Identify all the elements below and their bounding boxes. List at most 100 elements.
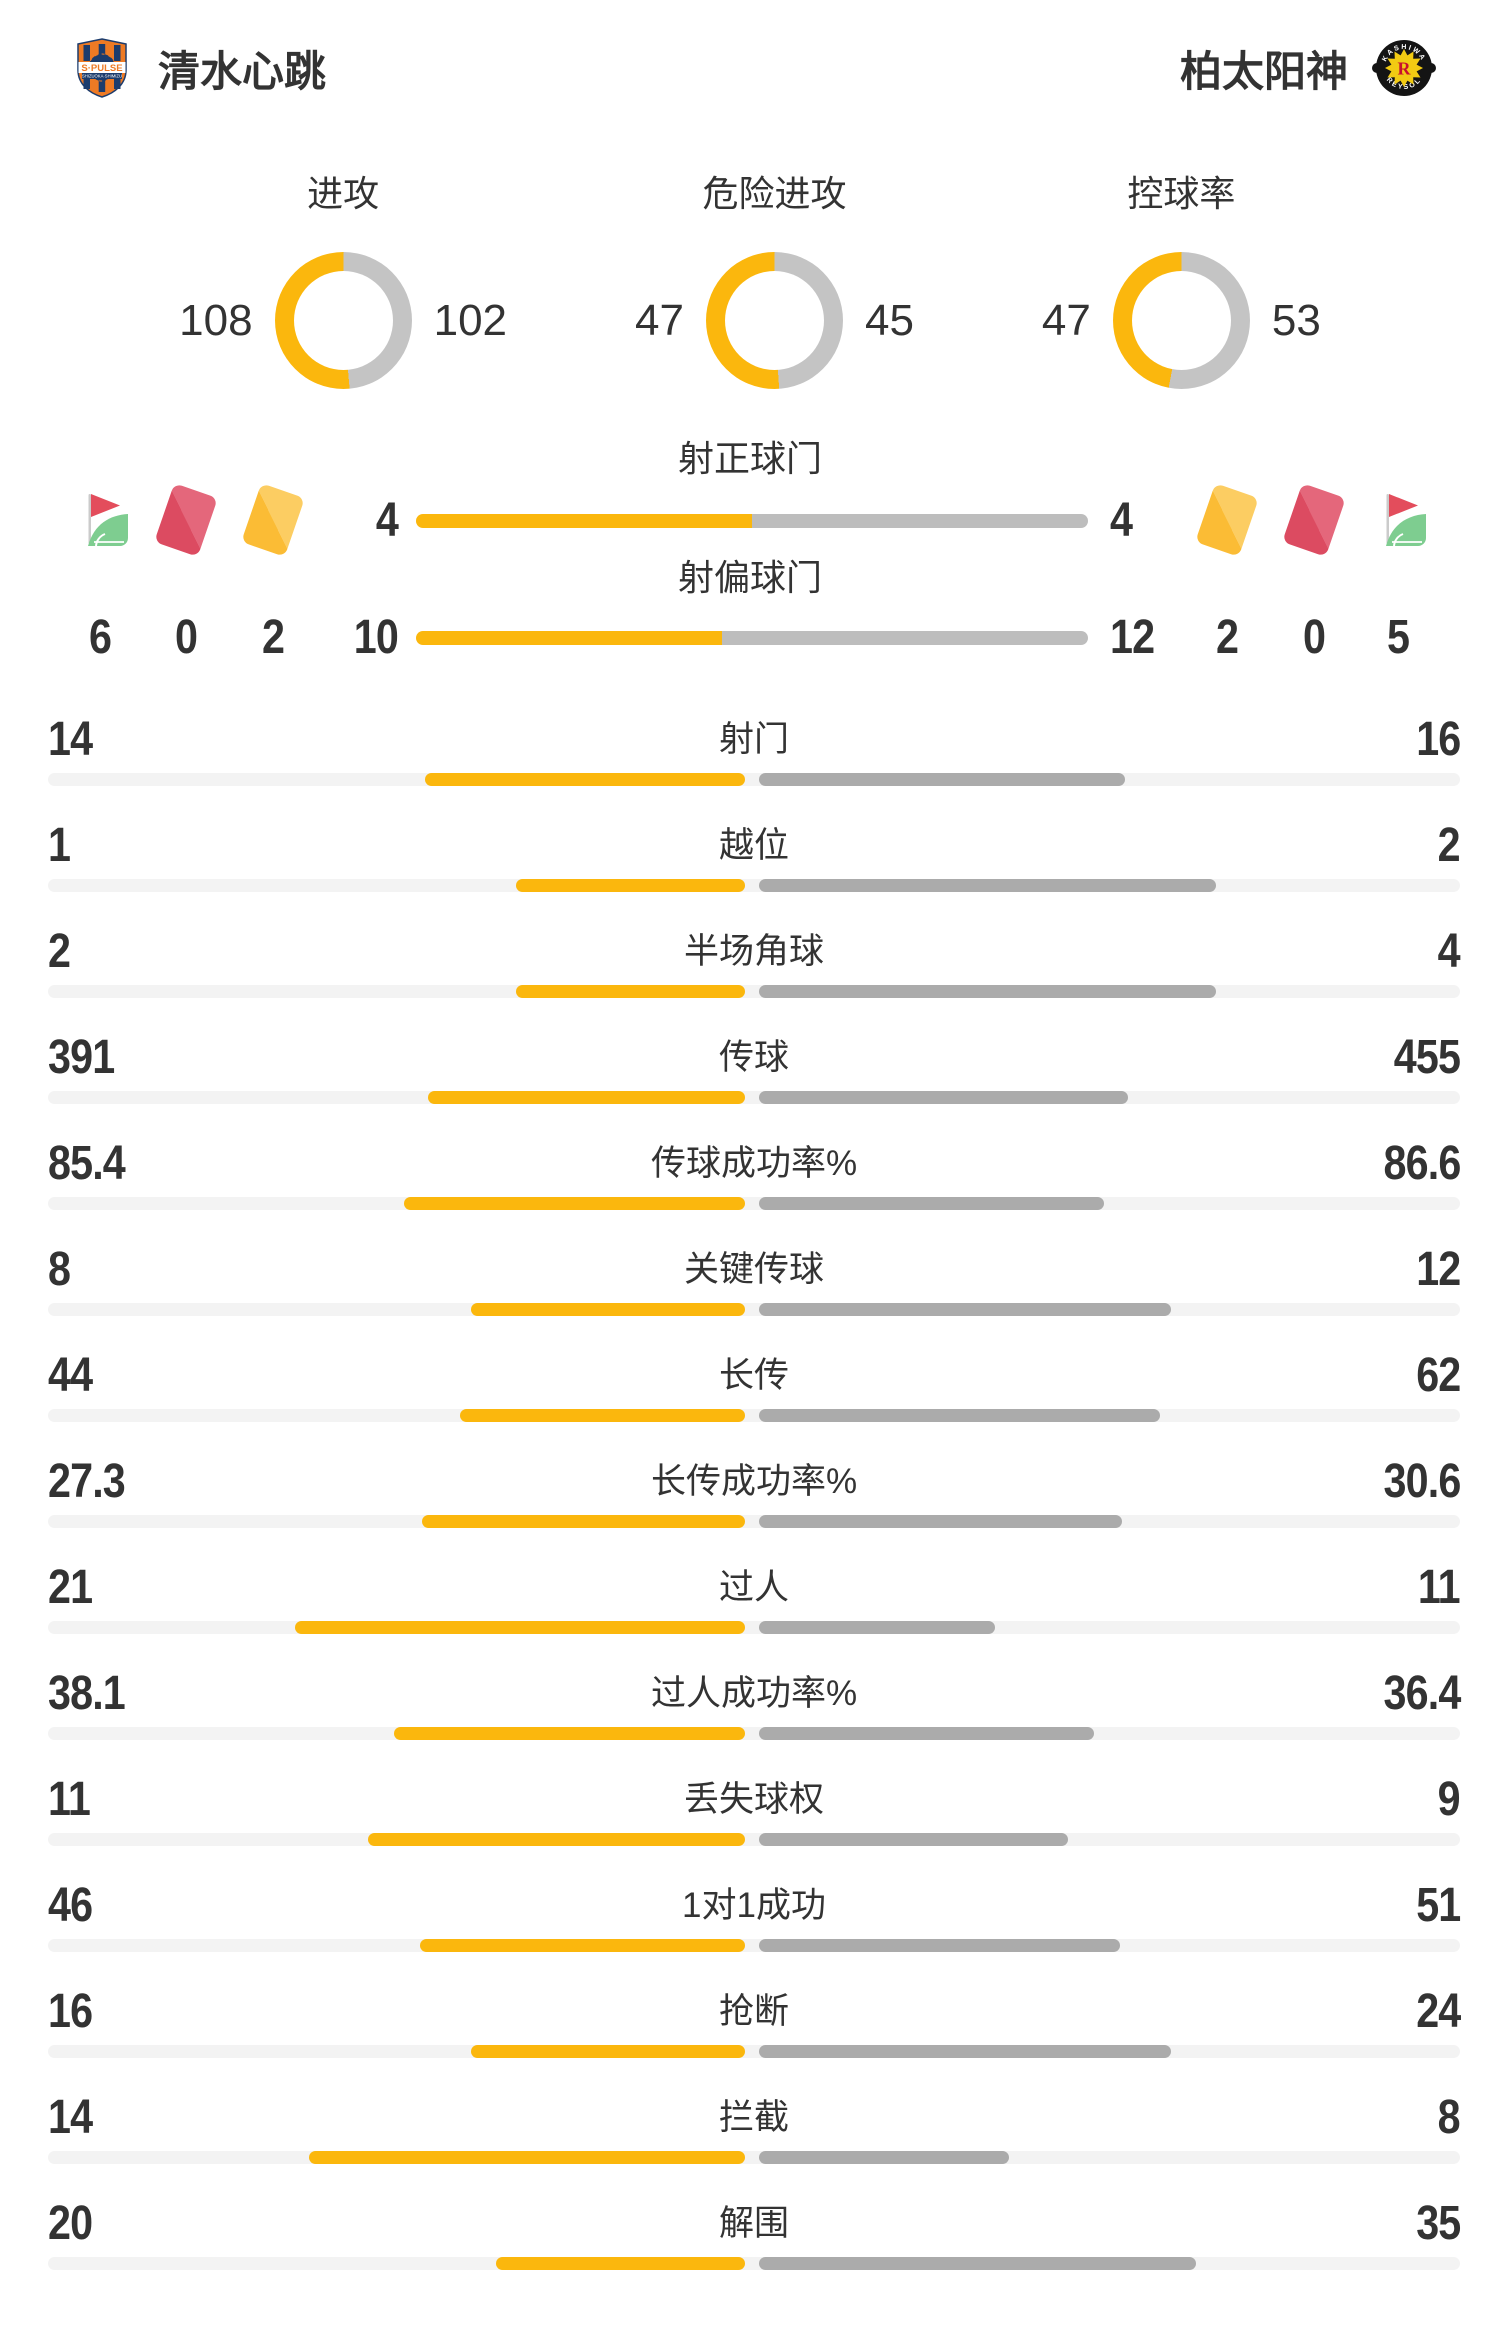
donut-charts: 进攻 108 102 危险进攻 47 45 控球率 47 53 — [0, 172, 1500, 389]
stat-row: 21 过人 11 — [48, 1562, 1461, 1668]
shots-on-target-home: 4 — [375, 494, 399, 547]
stat-bar-away-fill — [759, 1727, 1095, 1740]
stat-away-value: 36.4 — [1383, 1667, 1461, 1720]
donut-row: 47 53 — [1042, 252, 1321, 389]
stat-label: 拦截 — [718, 2098, 789, 2137]
stat-away-value: 16 — [1415, 713, 1461, 766]
stat-bar-track — [48, 1833, 1460, 1846]
stat-bar-home-fill — [367, 1833, 745, 1846]
stat-bar-away-fill — [759, 1303, 1171, 1316]
shots-off-target-bar — [416, 631, 1088, 645]
stat-bar-track — [48, 1515, 1460, 1528]
kashiwa-reysol-crest-icon: KASHIWA REYSOL R — [1372, 36, 1436, 100]
stat-bar-home-fill — [495, 2257, 745, 2270]
away-corner-flag-icon — [1365, 484, 1431, 556]
stat-row: 46 1对1成功 51 — [48, 1879, 1461, 1986]
donut-title: 进攻 — [307, 173, 380, 214]
stat-away-value: 86.6 — [1383, 1137, 1461, 1190]
stat-bar-track — [48, 985, 1460, 998]
stat-bar-home-fill — [419, 1939, 745, 1952]
shots-off-target-home: 10 — [353, 611, 399, 664]
away-yellow-cards-count: 2 — [1215, 611, 1239, 664]
stat-home-value: 20 — [48, 2197, 93, 2250]
stat-label: 1对1成功 — [682, 1886, 826, 1925]
stat-row: 44 长传 62 — [48, 1349, 1461, 1456]
stat-label: 射门 — [718, 720, 789, 759]
home-team: S·PULSE SHIZUOKA·SHIMIZU 清水心跳 — [70, 36, 326, 100]
stat-away-value: 4 — [1437, 925, 1461, 978]
home-corners-count: 6 — [88, 611, 112, 664]
svg-text:R: R — [1398, 59, 1412, 79]
stat-label: 抢断 — [718, 1992, 789, 2031]
stat-away-value: 12 — [1415, 1243, 1461, 1296]
stat-label: 半场角球 — [683, 932, 824, 971]
stat-bar-home-fill — [470, 2045, 745, 2058]
stat-bar-home-fill — [294, 1621, 745, 1634]
stat-home-value: 46 — [48, 1879, 93, 1932]
stat-away-value: 30.6 — [1383, 1455, 1461, 1508]
stat-label: 过人 — [718, 1568, 789, 1607]
home-red-cards-count: 0 — [174, 611, 198, 664]
stat-home-value: 44 — [48, 1349, 93, 1402]
stat-row: 38.1 过人成功率% 36.4 — [48, 1667, 1461, 1774]
stat-away-value: 62 — [1415, 1349, 1461, 1402]
stat-away-value: 35 — [1415, 2197, 1461, 2250]
donut-row: 47 45 — [635, 252, 914, 389]
stat-bar-away-fill — [759, 2045, 1171, 2058]
svg-text:S·PULSE: S·PULSE — [81, 63, 122, 74]
away-red-card-icon — [1281, 483, 1347, 557]
donut-ring — [274, 252, 412, 389]
donut-home-value: 47 — [635, 295, 684, 345]
stat-row: 1 越位 2 — [48, 819, 1461, 926]
stat-bar-home-fill — [460, 1409, 745, 1422]
stat-row: 20 解围 35 — [48, 2197, 1461, 2304]
stat-label: 丢失球权 — [683, 1780, 824, 1819]
shots-discipline-section: 射正球门 4 4 射偏球门 6 — [0, 430, 1500, 700]
stat-label: 越位 — [718, 826, 789, 865]
s-pulse-crest-icon: S·PULSE SHIZUOKA·SHIMIZU — [70, 36, 134, 100]
header: S·PULSE SHIZUOKA·SHIMIZU 清水心跳 柏太阳神 — [70, 36, 1436, 100]
stat-home-value: 8 — [48, 1243, 71, 1296]
stat-bar-away-fill — [759, 773, 1125, 786]
stat-bar-home-fill — [421, 1515, 745, 1528]
stat-row: 11 丢失球权 9 — [48, 1773, 1461, 1880]
stat-home-value: 14 — [48, 2091, 93, 2144]
stat-bar-away-fill — [759, 1515, 1122, 1528]
donut-ring — [705, 252, 843, 389]
stat-bar-track — [48, 1727, 1460, 1740]
stat-home-value: 16 — [48, 1985, 93, 2038]
shots-on-target-away: 4 — [1110, 494, 1133, 547]
stat-bar-away-fill — [759, 2151, 1009, 2164]
stat-label: 过人成功率% — [650, 1674, 858, 1713]
stat-home-value: 391 — [48, 1031, 115, 1084]
stat-bar-home-fill — [394, 1727, 745, 1740]
stat-home-value: 1 — [48, 819, 71, 872]
stat-bar-away-fill — [759, 1833, 1068, 1846]
stat-bar-away-fill — [759, 1091, 1128, 1104]
stat-label: 关键传球 — [683, 1250, 824, 1289]
donut-title: 控球率 — [1127, 173, 1236, 214]
donut-ring — [1112, 252, 1250, 389]
stat-home-value: 2 — [48, 925, 71, 978]
stat-bar-away-fill — [759, 1939, 1120, 1952]
stat-bar-away-fill — [759, 1621, 995, 1634]
stat-bar-track — [48, 773, 1460, 786]
shots-on-target-bar — [416, 514, 1088, 528]
stat-home-value: 14 — [48, 713, 93, 766]
stat-bar-home-fill — [516, 985, 745, 998]
stat-bar-track — [48, 1939, 1460, 1952]
stat-bar-track — [48, 2151, 1460, 2164]
stat-home-value: 11 — [48, 1773, 91, 1826]
svg-text:SHIZUOKA·SHIMIZU: SHIZUOKA·SHIMIZU — [82, 74, 122, 79]
donut-away-value: 45 — [864, 295, 914, 345]
stat-row: 391 传球 455 — [48, 1031, 1461, 1138]
stat-bar-away-fill — [759, 2257, 1196, 2270]
stat-away-value: 8 — [1437, 2091, 1461, 2144]
donut-chart: 危险进攻 47 45 — [635, 172, 914, 389]
stat-away-value: 24 — [1415, 1985, 1461, 2038]
stat-row: 27.3 长传成功率% 30.6 — [48, 1455, 1461, 1562]
stat-bar-home-fill — [404, 1197, 745, 1210]
stat-row: 8 关键传球 12 — [48, 1243, 1461, 1350]
donut-row: 108 102 — [179, 252, 507, 389]
